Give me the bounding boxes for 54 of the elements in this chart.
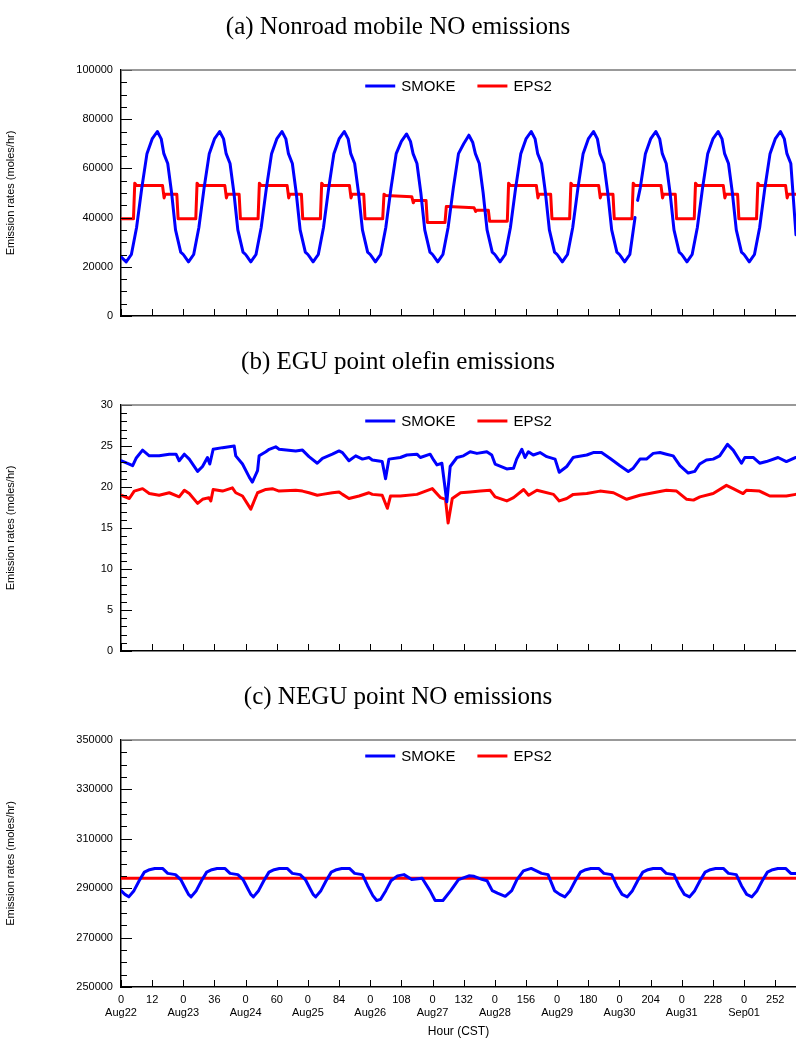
y-axis-title: Emission rates (moles/hr) bbox=[3, 801, 16, 926]
y-tick-label: 10 bbox=[100, 562, 113, 575]
y-axis-title: Emission rates (moles/hr) bbox=[3, 130, 16, 256]
x-tick-label: 156 bbox=[516, 992, 536, 1005]
x-tick-label: 204 bbox=[641, 992, 660, 1005]
legend-label: SMOKE bbox=[401, 412, 456, 430]
y-tick-label: 250000 bbox=[76, 980, 113, 993]
y-tick-label: 20000 bbox=[82, 259, 113, 272]
y-tick-label: 15 bbox=[100, 521, 113, 534]
y-tick-label: 0 bbox=[106, 309, 113, 322]
x-tick-label: 0 Aug24 bbox=[229, 992, 262, 1018]
legend-label: SMOKE bbox=[401, 747, 456, 765]
x-tick-label: 60 bbox=[270, 992, 283, 1005]
legend-label: EPS2 bbox=[513, 747, 552, 765]
x-tick-label: 0 Aug25 bbox=[292, 992, 324, 1018]
y-tick-label: 100000 bbox=[76, 63, 113, 76]
x-tick-label: 0 Aug27 bbox=[416, 992, 449, 1018]
y-tick-label: 60000 bbox=[82, 161, 113, 174]
chart-title: (b) EGU point olefin emissions bbox=[241, 346, 555, 375]
x-tick-label: 252 bbox=[766, 992, 785, 1005]
x-tick-label: 0 Aug23 bbox=[167, 992, 200, 1018]
x-tick-label: 0 Aug22 bbox=[105, 992, 137, 1018]
legend-label: EPS2 bbox=[513, 77, 552, 95]
x-tick-label: 132 bbox=[454, 992, 473, 1005]
y-tick-label: 310000 bbox=[76, 831, 113, 844]
x-tick-label: 0 Aug29 bbox=[541, 992, 574, 1018]
x-tick-label: 180 bbox=[579, 992, 598, 1005]
x-tick-label: 0 Aug31 bbox=[665, 992, 698, 1018]
x-tick-label: 108 bbox=[392, 992, 411, 1005]
y-axis-title: Emission rates (moles/hr) bbox=[3, 465, 16, 591]
x-tick-label: 0 Sep01 bbox=[728, 992, 760, 1018]
x-tick-label: 0 Aug30 bbox=[603, 992, 636, 1018]
x-tick-label: 84 bbox=[332, 992, 346, 1005]
x-tick-label: 228 bbox=[703, 992, 723, 1005]
y-tick-label: 5 bbox=[106, 603, 113, 616]
x-tick-label: 36 bbox=[208, 992, 221, 1005]
x-tick-label: 0 Aug28 bbox=[478, 992, 511, 1018]
y-tick-label: 20 bbox=[100, 480, 113, 493]
chart-title: (c) NEGU point NO emissions bbox=[243, 681, 553, 710]
legend-label: EPS2 bbox=[513, 412, 552, 430]
x-tick-label: 0 Aug26 bbox=[354, 992, 387, 1018]
y-tick-label: 30 bbox=[100, 398, 113, 411]
x-tick-label: 12 bbox=[146, 992, 159, 1005]
y-tick-label: 270000 bbox=[76, 930, 113, 943]
y-tick-label: 350000 bbox=[76, 733, 113, 746]
y-tick-label: 25 bbox=[100, 439, 113, 452]
y-tick-label: 80000 bbox=[82, 112, 113, 125]
y-tick-label: 330000 bbox=[76, 782, 113, 795]
x-axis-title: Hour (CST) bbox=[427, 1024, 490, 1039]
y-tick-label: 40000 bbox=[82, 210, 113, 223]
legend-label: SMOKE bbox=[401, 77, 456, 95]
y-tick-label: 290000 bbox=[76, 881, 113, 894]
chart-title: (a) Nonroad mobile NO emissions bbox=[225, 11, 571, 40]
y-tick-label: 0 bbox=[106, 644, 113, 657]
